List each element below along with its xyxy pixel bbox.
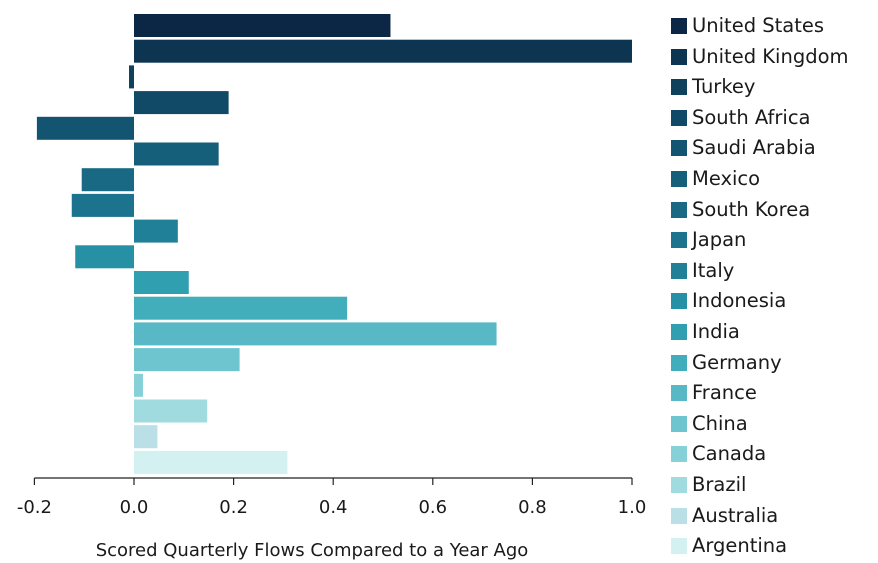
legend-swatch: [671, 538, 687, 555]
bar-turkey: [129, 65, 134, 89]
legend-label: United States: [692, 14, 825, 37]
bars-group: [36, 14, 632, 474]
bar-united-kingdom: [134, 39, 632, 63]
bar-united-states: [134, 14, 391, 37]
legend-swatch: [671, 324, 687, 340]
legend-item: Turkey: [671, 75, 755, 99]
bar-germany: [134, 296, 348, 320]
legend-swatch: [671, 109, 687, 126]
bar-south-korea: [81, 168, 134, 192]
legend-item: Indonesia: [671, 289, 786, 313]
legend-label: Italy: [692, 258, 735, 282]
legend-swatch: [671, 293, 687, 310]
bar-france: [134, 322, 497, 346]
bar-chart: -0.2 0.0 0.2 0.4 0.6 0.8 1.0 Scored Quarterly …: [17, 14, 647, 561]
legend-label: Saudi Arabia: [692, 136, 816, 160]
legend-swatch: [671, 171, 687, 187]
legend-item: United Kingdom: [671, 45, 849, 69]
legend-item: Canada: [671, 442, 766, 466]
legend-swatch: [671, 415, 687, 432]
legend-swatch: [671, 507, 687, 524]
legend-item: France: [671, 381, 757, 405]
x-tick-label: 0.4: [319, 497, 348, 518]
legend-item: China: [671, 412, 748, 436]
bar-china: [134, 348, 240, 372]
legend-label: Turkey: [692, 75, 756, 99]
legend-label: Indonesia: [692, 289, 787, 313]
bar-south-africa: [134, 91, 229, 115]
x-axis-title: Scored Quarterly Flows Compared to a Yea…: [96, 540, 529, 561]
legend-swatch: [671, 262, 687, 279]
x-tick-label: 0.6: [418, 497, 447, 518]
legend-item: Australia: [671, 504, 778, 528]
x-tick-label: 0.2: [219, 497, 248, 518]
legend-swatch: [671, 232, 687, 249]
legend-item: United States: [671, 14, 824, 38]
legend-label: United Kingdom: [692, 44, 849, 68]
legend-swatch: [671, 385, 687, 402]
legend-label: India: [692, 320, 740, 343]
x-tick-label: 0.8: [518, 497, 547, 518]
legend-item: India: [671, 320, 740, 344]
legend-swatch: [671, 79, 687, 96]
legend-item: Saudi Arabia: [671, 136, 816, 160]
legend-swatch: [671, 18, 687, 34]
bar-japan: [71, 193, 134, 217]
legend-swatch: [671, 354, 687, 371]
bar-brazil: [134, 399, 208, 423]
legend-label: Mexico: [692, 167, 761, 190]
legend-swatch: [671, 446, 687, 463]
legend-swatch: [671, 477, 687, 493]
legend-item: Argentina: [671, 534, 787, 558]
legend-label: Japan: [692, 228, 747, 252]
legend-item: Germany: [671, 351, 782, 375]
x-tick-label: -0.2: [17, 497, 52, 518]
legend-label: South Africa: [692, 105, 811, 129]
legend-item: Mexico: [671, 167, 760, 191]
x-tick-label: 0.0: [120, 497, 149, 518]
bar-canada: [134, 373, 143, 397]
legend-swatch: [671, 201, 687, 218]
legend-label: France: [692, 381, 757, 405]
bar-saudi-arabia: [36, 116, 134, 140]
legend-label: Canada: [692, 442, 767, 466]
legend-label: Argentina: [692, 534, 788, 558]
bar-india: [134, 271, 189, 294]
legend-label: Brazil: [692, 473, 747, 496]
legend-item: Japan: [671, 228, 746, 252]
bar-australia: [134, 425, 158, 449]
bar-italy: [134, 219, 178, 243]
x-tick-label: 1.0: [618, 497, 647, 518]
legend-item: Brazil: [671, 473, 746, 497]
legend-label: South Korea: [692, 197, 811, 221]
legend-item: South Korea: [671, 198, 810, 222]
legend-label: Australia: [692, 503, 779, 527]
bar-argentina: [134, 450, 288, 474]
legend-label: Germany: [692, 350, 782, 374]
legend-label: China: [692, 411, 748, 435]
legend-item: Italy: [671, 259, 734, 283]
legend-swatch: [671, 140, 687, 157]
bar-mexico: [134, 142, 219, 166]
x-axis: -0.2 0.0 0.2 0.4 0.6 0.8 1.0: [17, 477, 647, 518]
legend-item: South Africa: [671, 106, 811, 130]
legend-swatch: [671, 48, 687, 65]
bar-indonesia: [75, 245, 134, 269]
